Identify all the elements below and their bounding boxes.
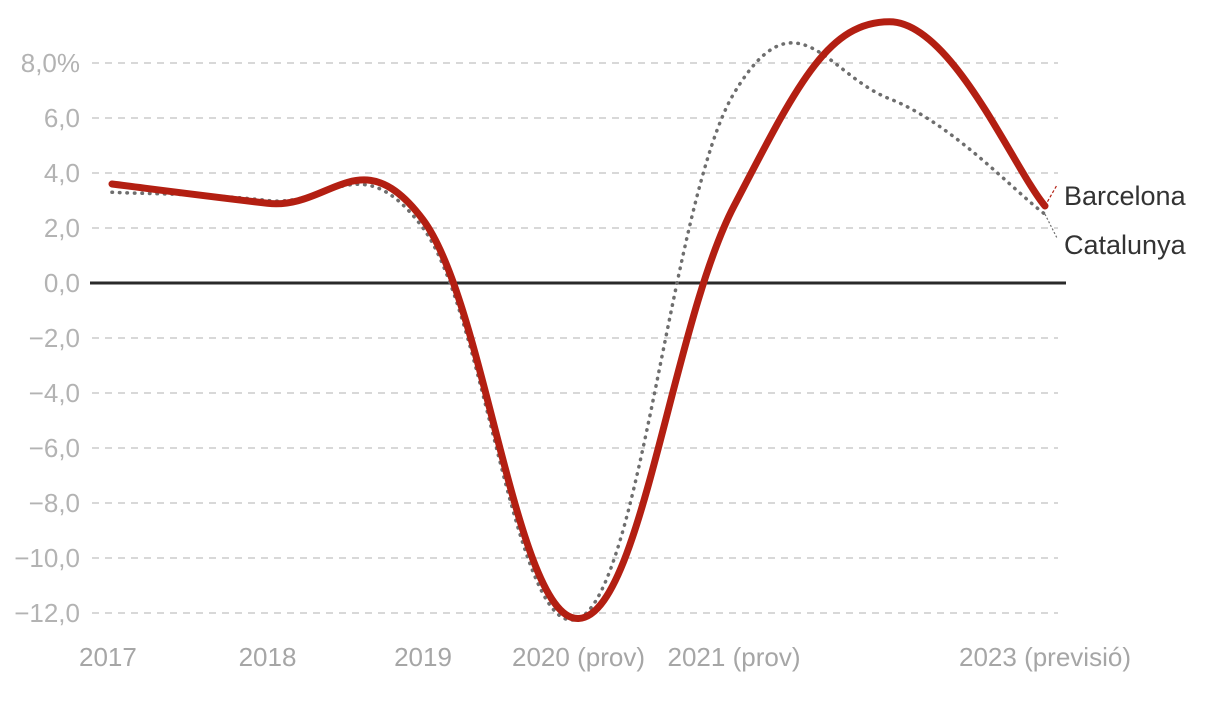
x-tick-label: 2023 (previsió) [959,642,1131,672]
series-line-catalunya [110,41,1047,622]
y-tick-label: 2,0 [44,213,80,243]
x-tick-label: 2017 [79,642,137,672]
x-tick-label: 2019 [394,642,452,672]
series-line-barcelona [108,18,1049,623]
series-labels: Barcelona Catalunya [1044,181,1187,260]
x-axis-tick-labels: 2017 2018 2019 2020 (prov) 2021 (prov) 2023 (… [79,642,1131,672]
series-label-barcelona: Barcelona [1064,181,1187,211]
grid-lines [92,62,1058,614]
y-tick-label: −12,0 [14,598,80,628]
y-tick-label: 8,0% [21,48,80,78]
y-tick-label: 0,0 [44,268,80,298]
x-tick-label: 2018 [239,642,297,672]
label-leader-barcelona [1044,184,1058,207]
y-tick-label: −4,0 [29,378,80,408]
x-tick-label: 2020 (prov) [512,642,645,672]
y-tick-label: −8,0 [29,488,80,518]
y-tick-label: 6,0 [44,103,80,133]
y-axis-tick-labels: 8,0% 6,0 4,0 2,0 0,0 −2,0 −4,0 −6,0 −8,0 −10,0 −12… [14,48,80,628]
y-tick-label: −6,0 [29,433,80,463]
y-tick-label: 4,0 [44,158,80,188]
series-lines [108,18,1049,623]
series-label-catalunya: Catalunya [1064,230,1187,260]
y-tick-label: −10,0 [14,543,80,573]
y-tick-label: −2,0 [29,323,80,353]
label-leader-catalunya [1044,213,1058,239]
x-tick-label: 2021 (prov) [668,642,801,672]
